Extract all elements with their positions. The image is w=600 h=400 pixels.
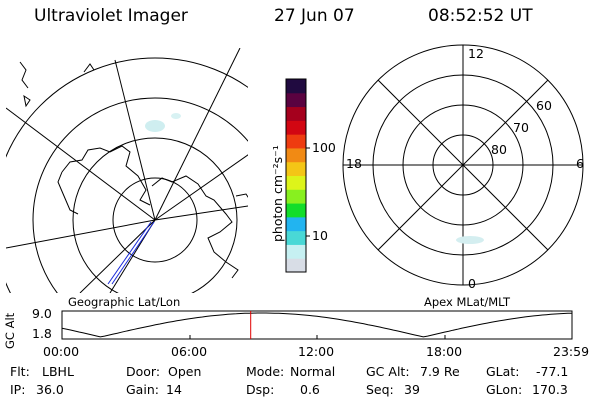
- colorbar-swatch: [286, 258, 306, 273]
- geo-coastline: [235, 193, 248, 198]
- status-gain-value: 14: [166, 382, 182, 397]
- geo-coastline: [83, 63, 95, 73]
- status-glat-label: GLat:: [486, 364, 520, 379]
- status-filter-label: Flt:: [10, 364, 30, 379]
- status-door-label: Door:: [126, 364, 161, 379]
- status-gcalt-value: 7.9 Re: [420, 364, 460, 379]
- colorbar-swatch: [286, 134, 306, 149]
- mlt-label-noon: 12: [468, 46, 484, 61]
- apex-map-label: Apex MLat/MLT: [424, 295, 511, 309]
- aurora-patch: [456, 236, 484, 244]
- geo-map-label: Geographic Lat/Lon: [68, 295, 181, 309]
- altitude-ytick: 1.8: [32, 326, 52, 341]
- colorbar-swatch: [286, 244, 306, 259]
- mlt-label-midnight: 0: [468, 276, 476, 291]
- geo-latitude-circle: [72, 137, 238, 293]
- geo-latitude-circle: [6, 57, 248, 293]
- colorbar-tick-label: 100: [312, 140, 336, 155]
- colorbar-swatch: [286, 216, 306, 232]
- status-glon-label: GLon:: [486, 382, 523, 397]
- mlt-label-dusk: 18: [346, 156, 362, 171]
- status-mode-label: Mode:: [246, 364, 285, 379]
- altitude-ylabel: GC Alt: [3, 312, 17, 349]
- colorbar-swatch: [286, 161, 306, 176]
- geo-meridian: [79, 219, 156, 293]
- geo-meridian: [114, 59, 156, 221]
- geo-coastline: [19, 61, 31, 108]
- observation-date: 27 Jun 07: [274, 6, 355, 26]
- colorbar-swatch: [286, 189, 306, 204]
- geo-coastline: [57, 171, 79, 215]
- observation-time: 08:52:52 UT: [428, 6, 533, 26]
- status-gcalt-label: GC Alt:: [366, 364, 410, 379]
- mlt-label-dawn: 6: [576, 156, 584, 171]
- altitude-plot-frame: [61, 310, 573, 340]
- status-door-value: Open: [168, 364, 202, 379]
- mlat-label: 60: [536, 98, 552, 113]
- colorbar-swatch: [286, 175, 306, 190]
- colorbar-swatch: [286, 147, 306, 163]
- status-mode-value: Normal: [290, 364, 336, 379]
- altitude-curve: [61, 312, 573, 338]
- colorbar: [286, 79, 306, 273]
- x-tick-label: 18:00: [426, 344, 463, 359]
- geo-coastline: [151, 175, 239, 279]
- colorbar-swatch: [286, 120, 306, 135]
- status-ip-label: IP:: [10, 382, 26, 397]
- spacecraft-ground-track: [107, 221, 152, 285]
- status-glon-value: 170.3: [532, 382, 568, 397]
- apex-mlt-line: [377, 79, 549, 251]
- status-glat-value: -77.1: [536, 364, 569, 379]
- geo-meridian: [154, 154, 248, 221]
- geo-coastline: [61, 145, 151, 206]
- instrument-title: Ultraviolet Imager: [34, 6, 188, 26]
- x-tick-label: 23:59: [553, 344, 590, 359]
- spacecraft-ground-track: [111, 221, 155, 285]
- colorbar-swatch: [286, 92, 306, 108]
- x-tick-label: 12:00: [298, 344, 335, 359]
- aurora-patch: [171, 113, 181, 119]
- colorbar-unit-label: photon cm⁻²s⁻¹: [270, 145, 285, 242]
- colorbar-swatch: [286, 106, 306, 121]
- colorbar-swatch: [286, 203, 306, 218]
- altitude-ytick: 9.0: [32, 306, 52, 321]
- geo-meridian: [154, 48, 241, 221]
- status-filter-value: LBHL: [42, 364, 74, 379]
- colorbar-frame: [285, 78, 307, 273]
- status-seq-value: 39: [404, 382, 420, 397]
- colorbar-swatch: [286, 230, 306, 245]
- x-tick-label: 00:00: [43, 344, 80, 359]
- colorbar-swatch: [286, 79, 306, 94]
- mlat-label: 70: [513, 120, 529, 135]
- status-ip-value: 36.0: [36, 382, 64, 397]
- geo-latitude-circle: [112, 177, 198, 263]
- geo-meridian: [154, 205, 248, 221]
- geo-meridian: [6, 107, 156, 221]
- status-dsp-label: Dsp:: [246, 382, 275, 397]
- geo-meridian: [6, 219, 156, 249]
- mlat-label: 80: [491, 142, 507, 157]
- colorbar-tick-label: 10: [312, 228, 328, 243]
- status-dsp-value: 0.6: [300, 382, 320, 397]
- status-seq-label: Seq:: [366, 382, 394, 397]
- status-gain-label: Gain:: [126, 382, 159, 397]
- x-tick-label: 06:00: [171, 344, 208, 359]
- aurora-patch: [145, 120, 165, 132]
- geo-latitude-circle: [32, 97, 248, 293]
